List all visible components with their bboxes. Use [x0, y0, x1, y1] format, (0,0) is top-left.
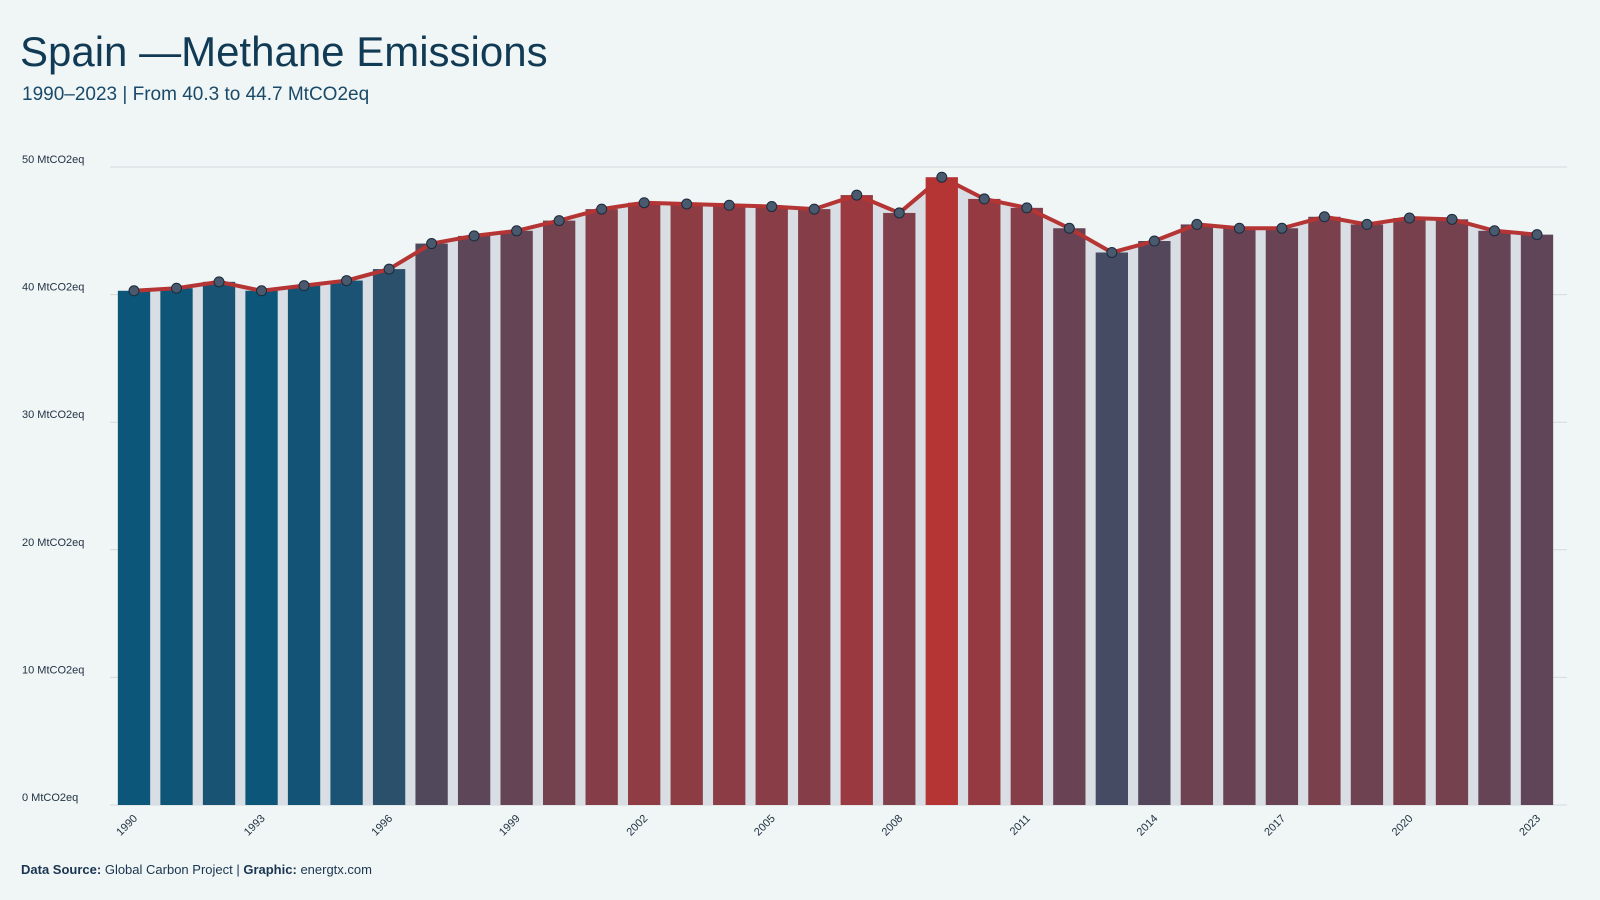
bar	[968, 198, 1001, 805]
bar	[1478, 230, 1511, 806]
marker	[596, 203, 608, 215]
x-tick-label: 1990	[114, 813, 140, 839]
marker	[1063, 222, 1075, 234]
marker	[1531, 229, 1543, 241]
bar	[1308, 216, 1341, 805]
marker	[171, 282, 183, 294]
bar	[457, 235, 491, 806]
bar	[372, 269, 406, 806]
bar	[840, 195, 873, 805]
x-tick-label: 2020	[1390, 813, 1416, 839]
bar	[160, 288, 193, 806]
marker	[1276, 222, 1288, 234]
marker	[1361, 218, 1373, 230]
marker	[978, 193, 990, 205]
chart-subtitle: 1990–2023 | From 40.3 to 44.7 MtCO2eq	[22, 84, 369, 105]
graphic-label: Graphic:	[243, 862, 296, 877]
bar	[287, 285, 321, 806]
bar	[1180, 224, 1214, 806]
marker	[511, 225, 523, 237]
y-tick-label: 30 MtCO2eq	[22, 409, 84, 421]
marker	[1488, 225, 1500, 237]
bar	[1265, 228, 1299, 806]
marker	[893, 207, 905, 219]
bar	[245, 290, 278, 806]
bar	[755, 206, 788, 805]
bar	[1350, 224, 1384, 806]
x-tick-label: 1996	[369, 813, 395, 839]
marker	[766, 201, 778, 213]
marker	[213, 276, 225, 288]
bar	[798, 209, 831, 805]
marker	[128, 285, 140, 297]
x-tick-label: 2023	[1517, 813, 1543, 839]
y-tick-label: 50 MtCO2eq	[22, 154, 84, 166]
y-tick-label: 0 MtCO2eq	[22, 792, 78, 804]
marker	[936, 171, 948, 183]
marker	[723, 199, 735, 211]
marker	[681, 198, 693, 210]
bar	[925, 177, 958, 805]
graphic: energtx.com	[300, 862, 372, 877]
bar	[202, 281, 236, 806]
bar	[585, 209, 618, 805]
marker	[638, 197, 650, 209]
x-tick-label: 2014	[1135, 813, 1161, 839]
marker	[1318, 211, 1330, 223]
x-tick-label: 2002	[625, 813, 651, 839]
marker	[298, 280, 310, 292]
marker	[426, 238, 438, 250]
x-tick-label: 1999	[497, 813, 523, 839]
bar	[500, 230, 533, 806]
marker	[383, 263, 395, 275]
x-tick-label: 2017	[1262, 813, 1288, 839]
chart-title: Spain —Methane Emissions	[20, 28, 548, 75]
y-tick-label: 40 MtCO2eq	[22, 282, 84, 294]
bar	[415, 243, 448, 805]
x-tick-label: 2008	[880, 813, 906, 839]
bar	[542, 220, 576, 806]
source: Global Carbon Project |	[105, 862, 240, 877]
marker	[1191, 218, 1203, 230]
bar	[117, 290, 151, 806]
marker	[1403, 212, 1415, 224]
x-tick-label: 2005	[752, 813, 778, 839]
footer: Data Source: Global Carbon Project | Gra…	[21, 862, 372, 877]
bar	[330, 280, 363, 806]
bar	[1010, 207, 1043, 805]
x-tick-label: 1993	[242, 813, 268, 839]
marker	[468, 230, 480, 242]
bar	[1393, 218, 1426, 806]
marker	[256, 285, 268, 297]
bar	[628, 202, 661, 805]
bar	[1095, 252, 1129, 805]
bar	[713, 205, 746, 805]
marker	[851, 189, 863, 201]
x-tick-label: 2011	[1008, 813, 1033, 838]
line	[133, 175, 1538, 293]
bar	[1435, 219, 1469, 806]
y-tick-label: 10 MtCO2eq	[22, 664, 84, 676]
bar	[1223, 228, 1256, 806]
marker	[808, 203, 820, 215]
bar	[1138, 241, 1171, 805]
marker	[1446, 213, 1458, 225]
marker	[553, 215, 565, 227]
marker	[1021, 202, 1033, 214]
bar	[670, 204, 703, 805]
source-label: Data Source:	[21, 862, 101, 877]
marker	[1106, 246, 1118, 258]
bar	[1520, 234, 1554, 806]
bar	[1053, 228, 1086, 806]
bar	[883, 212, 916, 805]
marker	[1148, 235, 1160, 247]
marker	[341, 275, 353, 287]
y-tick-label: 20 MtCO2eq	[22, 537, 84, 549]
marker	[1233, 222, 1245, 234]
